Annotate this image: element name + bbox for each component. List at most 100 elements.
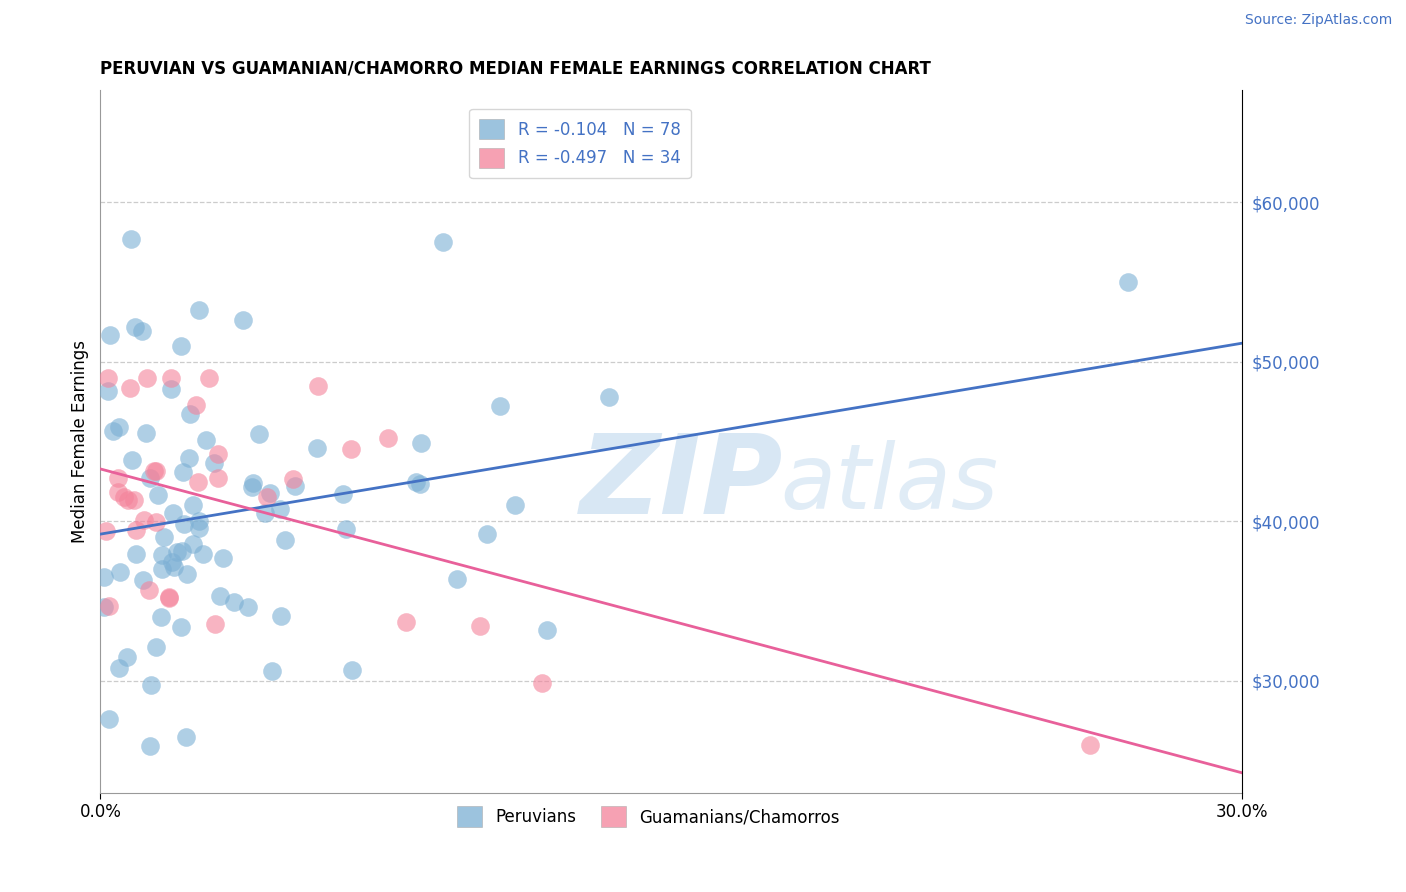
Point [108,420,131,434]
Point [132,573,155,587]
Point [136,370,159,384]
Point [124,492,146,507]
Point [470,619,492,633]
Point [143,464,166,478]
Point [377,431,399,445]
Point [242,476,264,491]
Point [166,545,188,559]
Point [247,427,270,442]
Point [125,524,148,538]
Point [124,320,146,334]
Point [98,327,121,342]
Point [120,381,142,395]
Point [432,235,454,249]
Point [96,524,118,538]
Point [157,591,180,605]
Point [169,620,191,634]
Point [108,565,131,579]
Point [236,599,259,614]
Point [207,447,229,461]
Point [531,675,554,690]
Point [173,516,195,531]
Point [284,479,307,493]
Point [148,488,170,502]
Point [93,600,115,615]
Point [172,544,194,558]
Point [97,370,120,384]
Point [281,471,304,485]
Point [240,480,263,494]
Point [475,527,498,541]
Point [121,453,143,467]
Point [93,569,115,583]
Text: atlas: atlas [780,440,998,527]
Point [193,547,215,561]
Point [135,426,157,441]
Point [152,548,174,562]
Point [153,530,176,544]
Point [97,384,120,398]
Point [195,433,218,447]
Point [253,506,276,520]
Point [163,560,186,574]
Point [270,608,292,623]
Point [307,379,329,393]
Point [138,471,160,485]
Point [207,471,229,485]
Point [107,484,129,499]
Point [108,661,131,675]
Point [188,302,211,317]
Point [103,424,125,438]
Point [145,464,167,478]
Point [202,456,225,470]
Point [138,739,160,753]
Point [160,382,183,396]
Legend: Peruvians, Guamanians/Chamorros: Peruvians, Guamanians/Chamorros [450,800,846,833]
Text: ZIP: ZIP [581,430,783,537]
Point [446,572,468,586]
Point [187,475,209,490]
Text: PERUVIAN VS GUAMANIAN/CHAMORRO MEDIAN FEMALE EARNINGS CORRELATION CHART: PERUVIAN VS GUAMANIAN/CHAMORRO MEDIAN FE… [100,60,931,78]
Point [145,516,167,530]
Point [1078,738,1101,752]
Point [232,312,254,326]
Point [208,589,231,603]
Point [176,566,198,581]
Point [332,487,354,501]
Point [172,465,194,479]
Point [259,486,281,500]
Point [97,599,120,613]
Point [405,475,427,489]
Point [174,730,197,744]
Point [120,232,142,246]
Point [170,339,193,353]
Point [181,537,204,551]
Point [307,441,329,455]
Point [269,501,291,516]
Point [260,664,283,678]
Point [184,398,207,412]
Text: Source: ZipAtlas.com: Source: ZipAtlas.com [1244,13,1392,28]
Point [503,498,526,512]
Point [177,451,200,466]
Point [125,547,148,561]
Point [107,471,129,485]
Point [160,370,183,384]
Point [115,649,138,664]
Y-axis label: Median Female Earnings: Median Female Earnings [72,340,89,543]
Point [134,513,156,527]
Point [256,491,278,505]
Point [340,663,363,677]
Point [150,562,173,576]
Point [536,623,558,637]
Point [274,533,297,548]
Point [117,493,139,508]
Point [112,490,135,504]
Point [340,442,363,457]
Point [395,615,418,629]
Point [488,399,510,413]
Point [181,498,204,512]
Point [198,370,221,384]
Point [409,477,432,491]
Point [188,514,211,528]
